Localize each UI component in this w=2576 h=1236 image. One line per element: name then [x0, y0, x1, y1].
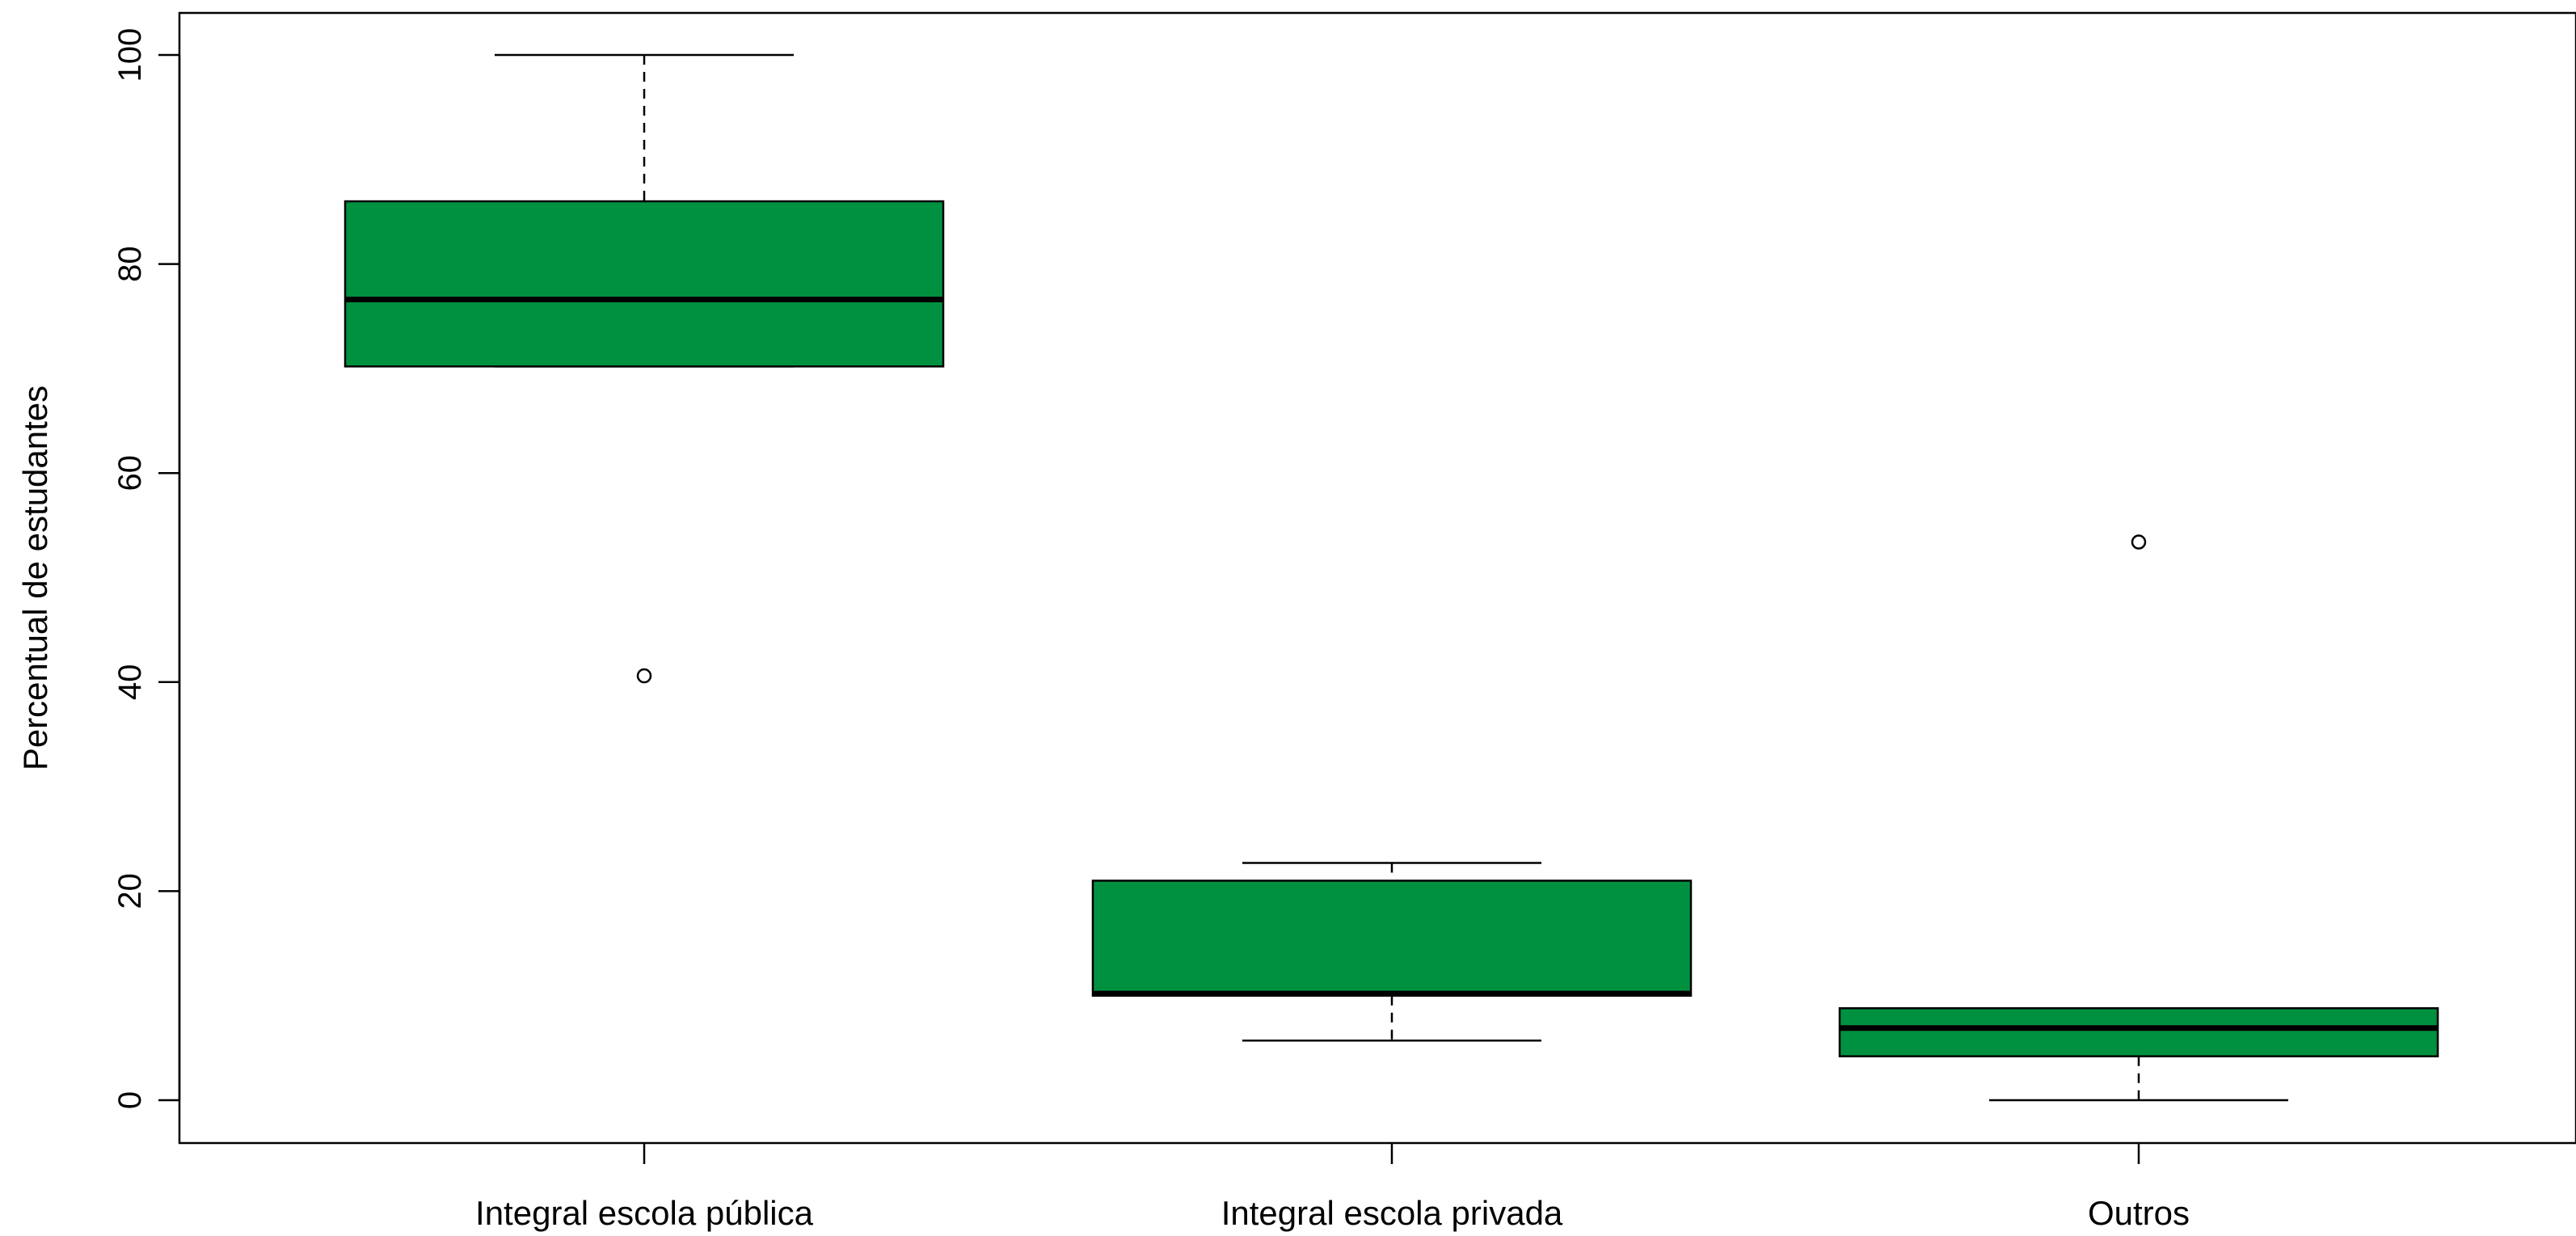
- y-tick-label-0: 0: [112, 1091, 148, 1109]
- box-group-2: [1838, 534, 2439, 1102]
- y-tick-label-40: 40: [112, 664, 148, 701]
- outlier-point-2-0: [2131, 534, 2147, 550]
- y-tick-label-60: 60: [112, 455, 148, 491]
- box-body-0: [344, 200, 945, 368]
- box-group-0: [344, 53, 945, 684]
- boxes-layer: [344, 53, 2439, 1102]
- box-body-2: [1838, 1006, 2439, 1057]
- y-tick-label-100: 100: [112, 28, 148, 82]
- y-axis-title: Percentual de estudantes: [16, 386, 54, 770]
- x-category-label-1: Integral escola privada: [1221, 1194, 1563, 1232]
- x-category-label-2: Outros: [2088, 1194, 2190, 1232]
- x-category-label-0: Integral escola pública: [475, 1194, 814, 1232]
- y-tick-label-80: 80: [112, 246, 148, 282]
- y-tick-label-20: 20: [112, 873, 148, 909]
- x-axis: Integral escola pública Integral escola p…: [475, 1143, 2190, 1232]
- box-body-1: [1091, 880, 1693, 997]
- outlier-point-0-0: [636, 668, 652, 684]
- y-axis: 0 20 40 60 80 100: [112, 28, 181, 1109]
- box-group-1: [1091, 862, 1693, 1042]
